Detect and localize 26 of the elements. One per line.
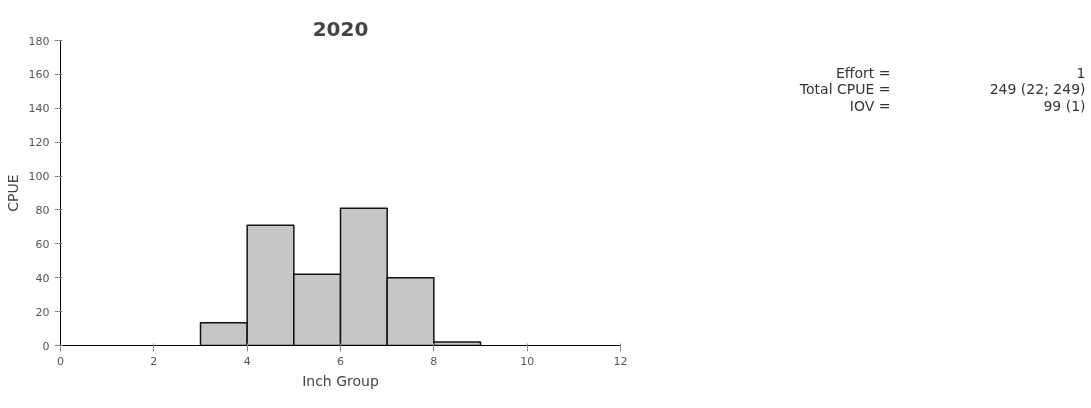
y-tick-label: 180	[28, 34, 50, 48]
y-axis-title: CPUE	[4, 174, 21, 212]
y-tick-label: 40	[35, 271, 50, 285]
text: Effort =	[836, 64, 891, 81]
y-tick-label: 100	[28, 170, 50, 184]
x-tick-label: 10	[520, 354, 535, 368]
x-tick-label: 6	[337, 354, 344, 368]
text: 1	[1076, 64, 1086, 81]
x-tick-label: 8	[430, 354, 438, 368]
y-tick-label: 80	[35, 203, 50, 217]
text: 249 (22; 249)	[989, 81, 1086, 98]
text: 99 (1)	[1043, 98, 1086, 115]
text: Total CPUE =	[798, 81, 891, 98]
y-tick-label: 120	[28, 136, 50, 150]
x-tick-label: 12	[613, 354, 628, 368]
y-tick-label: 140	[28, 102, 50, 116]
x-tick-label: 4	[243, 354, 251, 368]
y-tick-label: 60	[35, 237, 50, 251]
y-tick-label: 20	[35, 305, 50, 319]
x-axis-title: Inch Group	[302, 372, 379, 389]
x-tick-label: 2	[150, 354, 158, 368]
text: IOV =	[849, 98, 891, 115]
chart-title: 2020	[312, 16, 369, 41]
y-tick-label: 0	[42, 339, 50, 353]
y-tick-label: 160	[28, 68, 50, 82]
x-tick-label: 0	[57, 354, 64, 368]
